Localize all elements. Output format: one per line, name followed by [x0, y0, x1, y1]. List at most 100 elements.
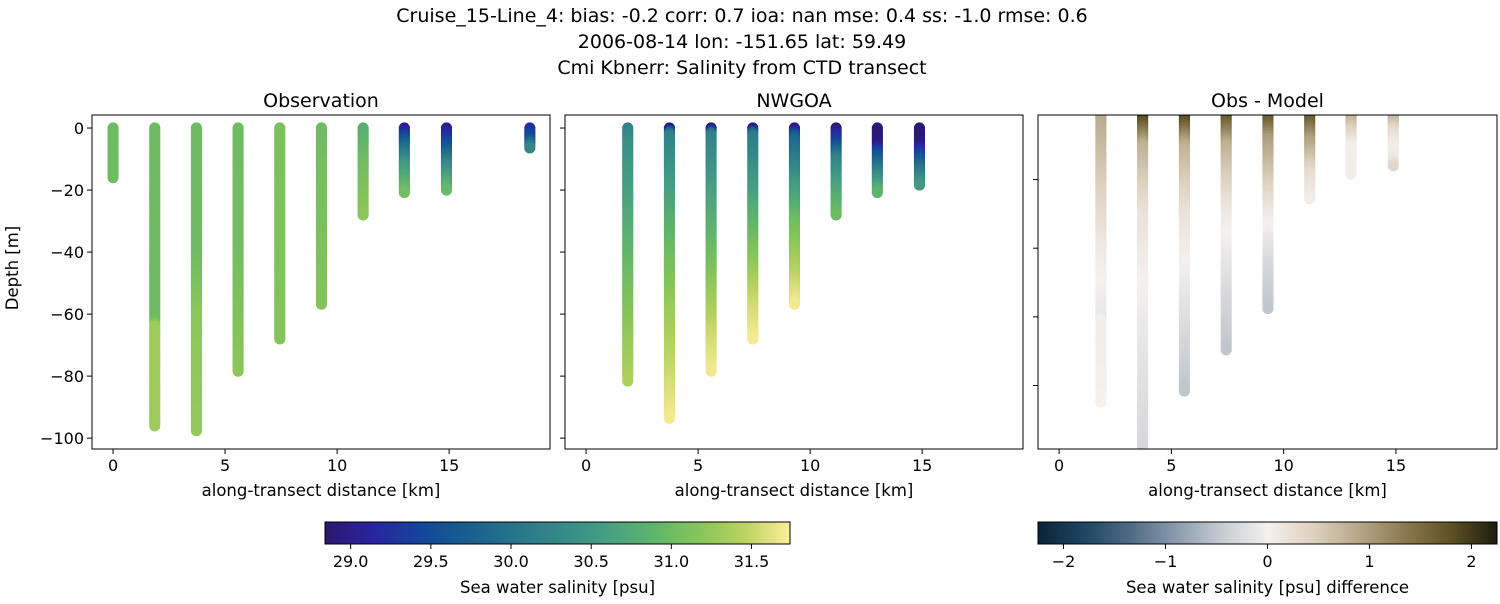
- profile-3: [232, 122, 244, 377]
- x-tick-label: 15: [912, 456, 932, 475]
- colorbar-tick-label: 29.5: [413, 552, 449, 571]
- x-tick-label: 10: [327, 456, 347, 475]
- colorbar-tick-label: −2: [1052, 552, 1076, 571]
- data-point: [107, 172, 119, 184]
- plot-frame: [1037, 114, 1498, 450]
- profile-2: [190, 122, 203, 437]
- profile-1: [663, 122, 676, 424]
- plot-frame: [564, 114, 1024, 450]
- x-tick-label: 15: [439, 456, 459, 475]
- panel-obs-minus-model: Obs - Model 0 5 10 15 along-transect distance…: [1033, 90, 1498, 500]
- profile-6: [1345, 115, 1357, 180]
- data-point: [830, 209, 842, 221]
- x-tick-label: 0: [108, 456, 118, 475]
- y-axis-label: Depth [m]: [3, 226, 22, 310]
- plot-frame: [91, 114, 551, 450]
- data-point: [622, 375, 634, 387]
- panel-observation: Observation 0 5 10 15 0 −20 −40 −60 −80 −100 along-…: [40, 90, 551, 500]
- profile-7: [398, 122, 410, 199]
- x-tick-label: 0: [1054, 456, 1064, 475]
- x-axis-label: along-transect distance [km]: [202, 481, 441, 500]
- data-point: [871, 186, 883, 199]
- title-line-1: Cruise_15-Line_4: bias: -0.2 corr: 0.7 i…: [396, 5, 1087, 27]
- data-point: [1387, 160, 1399, 172]
- profile-5: [1304, 115, 1316, 205]
- profile-2: [705, 122, 717, 377]
- profile-1: [149, 122, 161, 432]
- data-point: [232, 365, 244, 377]
- colorbar-tick-label: 31.0: [654, 552, 690, 571]
- scatter-points: [622, 122, 926, 424]
- data-point: [440, 184, 453, 196]
- y-tick-label: 0: [74, 119, 84, 138]
- profile-4: [274, 122, 286, 345]
- data-point: [1095, 396, 1107, 408]
- data-point: [663, 412, 676, 424]
- y-tick-label: −60: [50, 305, 84, 324]
- profile-4: [1262, 115, 1274, 315]
- y-tick-label: −20: [50, 181, 84, 200]
- y-tick-label: −100: [40, 429, 84, 448]
- colorbar-fill: [324, 521, 791, 545]
- panel-title: Obs - Model: [1211, 90, 1324, 112]
- profile-2: [1178, 115, 1191, 397]
- profile-3: [747, 122, 759, 345]
- data-point: [913, 179, 926, 191]
- salinity-colorbar: 29.0 29.5 30.0 30.5 31.0 31.5 Sea water salini…: [324, 521, 791, 597]
- data-point: [705, 365, 717, 377]
- colorbar-tick-label: 29.0: [333, 552, 369, 571]
- profile-3: [1220, 115, 1232, 356]
- profile-8: [440, 122, 453, 196]
- colorbar-label: Sea water salinity [psu] difference: [1126, 578, 1409, 597]
- colorbar-label: Sea water salinity [psu]: [460, 578, 655, 597]
- panel-title: NWGOA: [756, 90, 831, 112]
- profile-6: [357, 122, 369, 221]
- data-point: [747, 333, 759, 345]
- profile-1: [1137, 115, 1149, 449]
- data-point: [1220, 344, 1232, 356]
- y-tick-label: −40: [50, 243, 84, 262]
- x-tick-label: 5: [693, 456, 703, 475]
- profile-7: [1387, 115, 1399, 172]
- data-point: [274, 333, 286, 345]
- profile-5: [315, 122, 328, 310]
- x-axis-label: along-transect distance [km]: [1148, 481, 1387, 500]
- colorbar-tick-label: 30.5: [573, 552, 609, 571]
- data-point: [315, 298, 328, 310]
- colorbar-tick-label: −1: [1154, 552, 1178, 571]
- colorbar-tick-label: 31.5: [734, 552, 770, 571]
- title-line-2: 2006-08-14 lon: -151.65 lat: 59.49: [578, 31, 906, 53]
- x-tick-label: 15: [1386, 456, 1406, 475]
- colorbar-tick-label: 2: [1466, 552, 1476, 571]
- profile-0: [107, 122, 119, 184]
- profile-9: [524, 122, 536, 154]
- colorbar-tick-label: 0: [1262, 552, 1272, 571]
- panel-title: Observation: [263, 90, 379, 112]
- x-tick-label: 10: [1273, 456, 1293, 475]
- data-point: [1137, 440, 1149, 449]
- data-point: [1304, 193, 1316, 205]
- x-tick-label: 0: [581, 456, 591, 475]
- title-line-3: Cmi Kbnerr: Salinity from CTD transect: [557, 57, 926, 79]
- scatter-points: [1095, 115, 1399, 449]
- panel-nwgoa: NWGOA 0 5 10 15 along-transect distance [km]: [560, 90, 1024, 500]
- difference-colorbar: −2 −1 0 1 2 Sea water salinity [psu] differen…: [1037, 521, 1498, 597]
- colorbar-tick-label: 30.0: [493, 552, 529, 571]
- profile-6: [871, 122, 883, 199]
- data-point: [524, 142, 536, 154]
- data-point: [398, 186, 410, 199]
- data-point: [357, 209, 369, 221]
- profile-0: [622, 122, 634, 387]
- data-point: [1262, 303, 1274, 315]
- x-tick-label: 5: [220, 456, 230, 475]
- colorbar-fill: [1037, 521, 1498, 545]
- data-point: [1178, 385, 1191, 397]
- y-tick-label: −80: [50, 367, 84, 386]
- scatter-points: [107, 122, 536, 437]
- x-tick-label: 5: [1166, 456, 1176, 475]
- profile-0: [1095, 115, 1107, 408]
- profile-5: [830, 122, 842, 221]
- data-point: [190, 425, 203, 437]
- x-axis-label: along-transect distance [km]: [675, 481, 914, 500]
